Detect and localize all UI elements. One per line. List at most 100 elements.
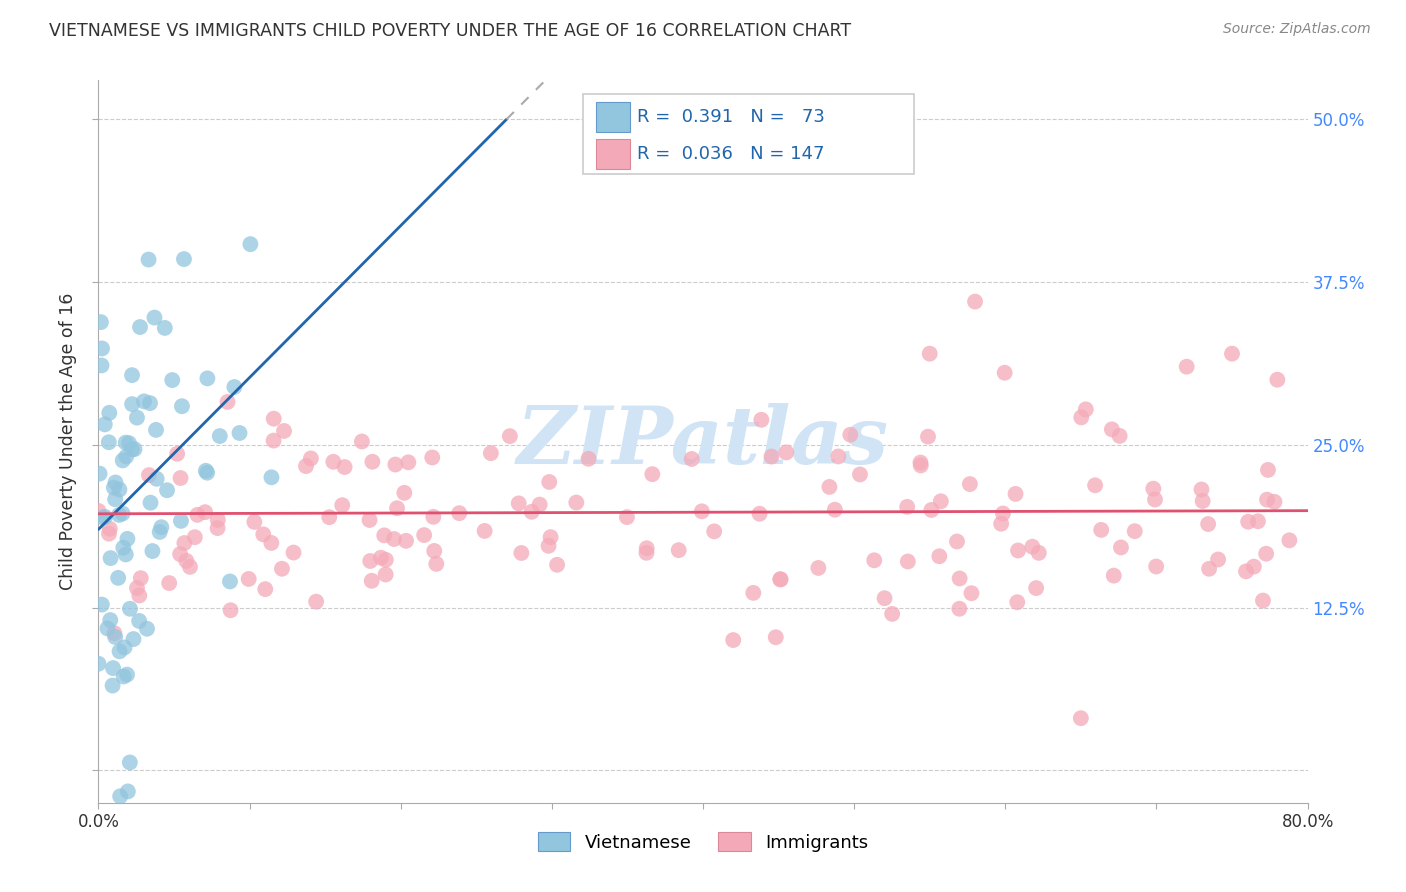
Point [104,475,127,490]
Point [1237,515,1260,529]
Point [1028,546,1050,560]
Point [305,594,328,608]
Point [742,586,765,600]
Point [145,472,167,486]
Point [90,315,112,329]
Point [818,480,841,494]
Point [108,644,131,658]
Point [330,498,353,512]
Point [395,533,418,548]
Point [87,504,110,518]
Point [125,581,148,595]
Point [125,410,148,425]
Point [761,450,783,464]
Point [98,613,121,627]
Point [143,310,166,325]
Point [668,543,690,558]
Point [703,524,725,539]
Point [359,513,381,527]
Point [97,435,120,450]
Point [94,509,117,524]
Point [108,508,131,522]
Point [273,424,295,438]
Point [520,505,543,519]
Point [1256,547,1278,561]
Point [839,427,862,442]
Point [252,527,274,541]
Point [920,503,942,517]
Point [863,553,886,567]
Point [423,544,446,558]
Point [374,567,396,582]
Legend: Vietnamese, Immigrants: Vietnamese, Immigrants [530,825,876,859]
Point [385,501,408,516]
Point [910,458,932,473]
Point [537,539,560,553]
Point [636,541,658,556]
Point [91,342,114,356]
Point [1090,523,1112,537]
Point [94,417,117,432]
Point [118,601,141,615]
Point [1247,514,1270,528]
Text: ZIPatlas: ZIPatlas [517,403,889,480]
Point [170,399,193,413]
Point [748,507,770,521]
Point [145,423,167,437]
Point [775,445,797,459]
Point [474,524,496,538]
Point [1256,492,1278,507]
Point [283,545,305,559]
Point [1142,482,1164,496]
Point [115,667,138,681]
Point [1101,422,1123,436]
Point [208,429,231,443]
Point [217,395,239,409]
Point [1143,492,1166,507]
Point [141,544,163,558]
Point [578,451,600,466]
Point [100,551,122,566]
Point [108,483,131,497]
Point [928,549,950,564]
Point [896,500,918,514]
Point [1263,495,1285,509]
Point [849,467,872,482]
Point [173,252,195,266]
Point [173,536,195,550]
Point [1102,568,1125,582]
Point [219,603,242,617]
Point [194,464,217,478]
Point [104,492,127,507]
Point [396,455,419,469]
Point [108,789,131,804]
Point [616,510,638,524]
Point [121,442,143,457]
Point [420,450,443,465]
Point [90,598,112,612]
Point [179,560,201,574]
Point [322,455,344,469]
Point [295,459,318,474]
Point [128,614,150,628]
Point [132,394,155,409]
Point [162,373,184,387]
Point [425,557,447,571]
Point [150,520,173,534]
Point [1206,552,1229,566]
Point [994,366,1017,380]
Point [361,455,384,469]
Point [156,483,179,498]
Point [540,530,562,544]
Point [1220,346,1243,360]
Point [1191,494,1213,508]
Text: Source: ZipAtlas.com: Source: ZipAtlas.com [1223,22,1371,37]
Point [413,528,436,542]
Point [882,607,904,621]
Point [129,571,152,585]
Point [373,528,395,542]
Point [384,458,406,472]
Point [960,586,983,600]
Point [1234,565,1257,579]
Point [263,411,285,425]
